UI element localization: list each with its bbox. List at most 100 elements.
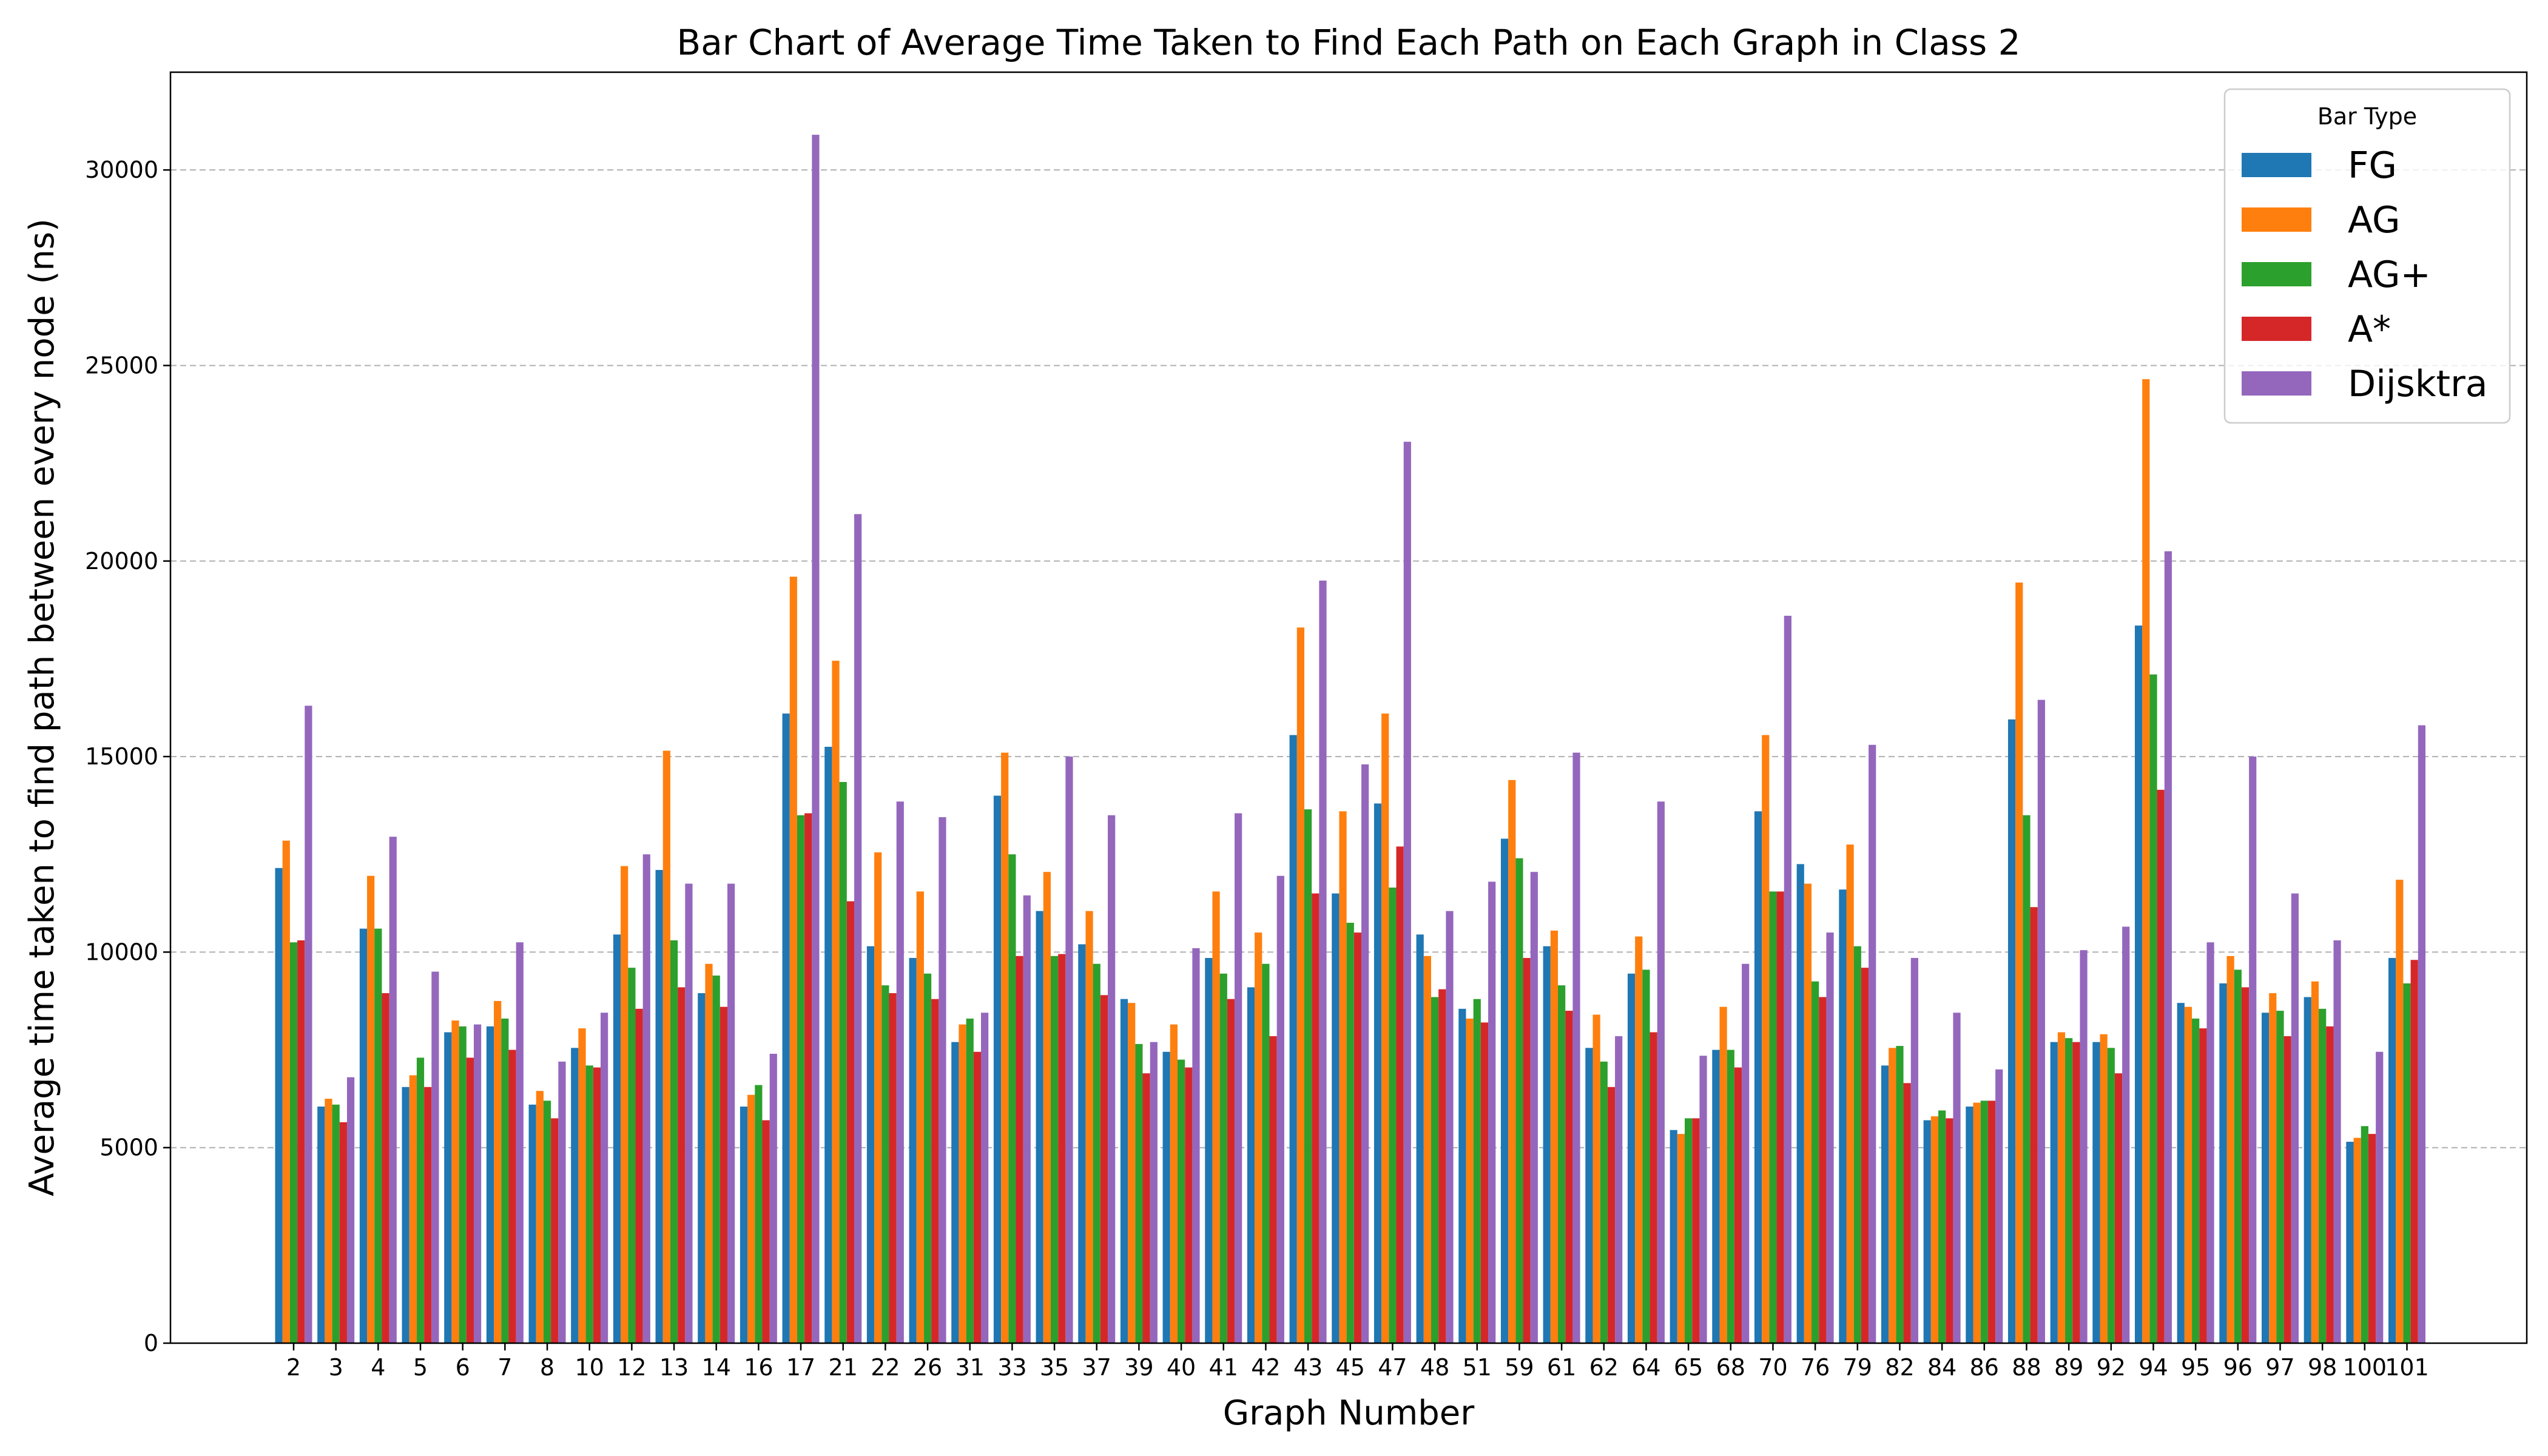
bar-a--graph-8 — [551, 1118, 559, 1343]
x-tick-label: 65 — [1674, 1354, 1703, 1381]
bar-fg-graph-41 — [1205, 958, 1213, 1343]
bar-fg-graph-94 — [2134, 625, 2143, 1343]
x-tick-label: 84 — [1927, 1354, 1956, 1381]
bar-dijsktra-graph-48 — [1446, 911, 1454, 1343]
bar-dijsktra-graph-13 — [685, 883, 693, 1343]
bar-ag--graph-14 — [712, 976, 720, 1343]
chart-title: Bar Chart of Average Time Taken to Find … — [676, 22, 2020, 63]
bar-ag--graph-62 — [1600, 1061, 1608, 1343]
bar-a--graph-94 — [2157, 789, 2165, 1343]
x-tick-label: 42 — [1251, 1354, 1280, 1381]
y-tick-label: 20000 — [85, 548, 158, 575]
bar-fg-graph-82 — [1881, 1065, 1889, 1343]
bar-dijsktra-graph-10 — [600, 1013, 608, 1343]
x-tick-label: 4 — [371, 1354, 385, 1381]
bar-ag-graph-5 — [409, 1075, 417, 1343]
bar-fg-graph-8 — [528, 1104, 536, 1343]
bar-dijsktra-graph-6 — [473, 1024, 482, 1343]
x-tick-label: 95 — [2181, 1354, 2210, 1381]
bar-fg-graph-22 — [866, 946, 875, 1343]
bar-a--graph-64 — [1650, 1032, 1657, 1343]
bar-fg-graph-45 — [1332, 893, 1340, 1343]
bar-fg-graph-51 — [1458, 1008, 1466, 1343]
y-tick-label: 15000 — [85, 743, 158, 770]
bar-ag-graph-88 — [2015, 582, 2023, 1343]
bar-ag-graph-7 — [494, 1000, 502, 1343]
bar-fg-graph-65 — [1670, 1130, 1677, 1343]
bar-ag--graph-2 — [289, 942, 298, 1343]
bar-dijsktra-graph-14 — [727, 883, 735, 1343]
bar-a--graph-26 — [931, 999, 939, 1343]
bar-fg-graph-88 — [2007, 719, 2016, 1343]
bar-ag--graph-101 — [2403, 983, 2411, 1343]
x-tick-label: 2 — [286, 1354, 301, 1381]
bar-a--graph-59 — [1523, 958, 1531, 1343]
bar-ag--graph-86 — [1980, 1100, 1988, 1343]
bar-dijsktra-graph-45 — [1361, 764, 1369, 1343]
bar-ag--graph-6 — [459, 1026, 467, 1343]
x-tick-label: 12 — [617, 1354, 646, 1381]
bar-ag--graph-96 — [2234, 969, 2242, 1343]
x-tick-label: 101 — [2385, 1354, 2429, 1381]
bar-fg-graph-10 — [571, 1048, 579, 1343]
bar-ag--graph-68 — [1727, 1050, 1734, 1343]
x-tick-label: 35 — [1040, 1354, 1069, 1381]
bar-ag--graph-88 — [2023, 815, 2031, 1343]
bar-a--graph-22 — [889, 993, 897, 1343]
bar-dijsktra-graph-22 — [896, 801, 904, 1343]
bar-fg-graph-95 — [2177, 1003, 2185, 1343]
bar-ag-graph-13 — [662, 750, 670, 1343]
bar-fg-graph-100 — [2346, 1142, 2354, 1343]
bar-fg-graph-84 — [1923, 1120, 1931, 1343]
bar-ag--graph-7 — [501, 1018, 509, 1343]
bar-ag--graph-51 — [1473, 999, 1481, 1343]
bar-ag--graph-76 — [1812, 981, 1819, 1343]
bar-ag-graph-12 — [621, 866, 629, 1343]
bar-ag-graph-16 — [747, 1094, 755, 1343]
legend: Bar Type FG AG AG+ A* Dijsktra — [2223, 88, 2511, 424]
bar-fg-graph-47 — [1373, 803, 1382, 1343]
bar-ag--graph-31 — [966, 1018, 974, 1343]
bar-ag-graph-17 — [789, 576, 797, 1343]
bar-dijsktra-graph-37 — [1108, 815, 1116, 1343]
bar-ag-graph-82 — [1889, 1048, 1896, 1343]
bar-ag--graph-92 — [2107, 1048, 2115, 1343]
bar-ag-graph-70 — [1762, 735, 1770, 1343]
bar-a--graph-41 — [1227, 999, 1235, 1343]
bar-dijsktra-graph-47 — [1403, 442, 1411, 1343]
bars — [275, 135, 2425, 1344]
bar-fg-graph-62 — [1585, 1048, 1593, 1343]
x-tick-label: 45 — [1336, 1354, 1365, 1381]
bar-fg-graph-5 — [402, 1087, 410, 1343]
bar-fg-graph-79 — [1839, 889, 1847, 1343]
bar-ag-graph-26 — [916, 891, 924, 1343]
bar-ag-graph-3 — [325, 1099, 332, 1343]
y-tick-label: 5000 — [99, 1134, 158, 1161]
x-tick-label: 68 — [1716, 1354, 1745, 1381]
bar-fg-graph-61 — [1543, 946, 1551, 1343]
bar-a--graph-61 — [1565, 1011, 1573, 1343]
bar-dijsktra-graph-31 — [981, 1013, 989, 1343]
bar-ag--graph-82 — [1896, 1046, 1904, 1343]
x-tick-label: 6 — [456, 1354, 470, 1381]
bar-ag-graph-33 — [1001, 752, 1009, 1343]
bar-a--graph-88 — [2030, 907, 2038, 1343]
bar-ag--graph-12 — [628, 968, 636, 1343]
legend-label: AG+ — [2348, 254, 2431, 296]
bar-a--graph-7 — [508, 1050, 516, 1343]
bar-dijsktra-graph-95 — [2206, 942, 2214, 1343]
bar-ag--graph-42 — [1262, 963, 1270, 1343]
legend-swatch — [2242, 317, 2311, 341]
bar-dijsktra-graph-98 — [2333, 940, 2341, 1343]
bar-ag-graph-14 — [705, 963, 713, 1343]
bar-ag--graph-4 — [374, 928, 382, 1343]
bar-dijsktra-graph-12 — [642, 854, 650, 1343]
x-tick-label: 51 — [1463, 1354, 1492, 1381]
bar-fg-graph-21 — [824, 746, 832, 1343]
bar-dijsktra-graph-3 — [346, 1077, 355, 1343]
bar-dijsktra-graph-41 — [1235, 813, 1242, 1343]
bar-fg-graph-31 — [951, 1042, 959, 1343]
bar-ag--graph-21 — [839, 781, 847, 1343]
bar-a--graph-6 — [466, 1057, 474, 1343]
x-tick-label: 70 — [1758, 1354, 1787, 1381]
